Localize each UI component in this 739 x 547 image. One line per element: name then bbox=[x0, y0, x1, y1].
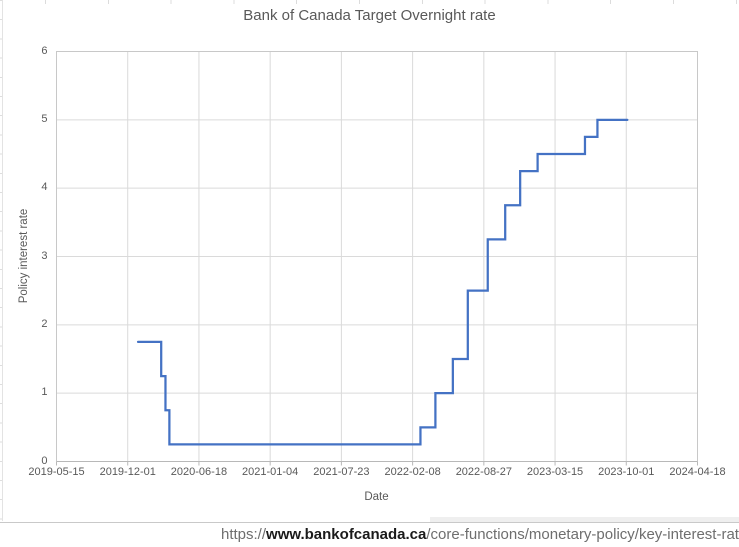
url-domain: www.bankofcanada.ca bbox=[266, 526, 427, 543]
x-tick-label: 2023-10-01 bbox=[598, 466, 655, 478]
y-tick-label: 2 bbox=[41, 317, 48, 330]
y-tick-label: 1 bbox=[41, 386, 48, 399]
x-tick-label: 2022-08-27 bbox=[455, 466, 512, 478]
source-url-cell[interactable]: https://www.bankofcanada.ca/core-functio… bbox=[0, 522, 739, 547]
chart-bottom-shadow bbox=[430, 517, 739, 522]
y-tick-label: 3 bbox=[41, 249, 48, 262]
rate-step-line bbox=[136, 118, 629, 446]
chart-title: Bank of Canada Target Overnight rate bbox=[243, 7, 496, 24]
x-tick-label: 2019-12-01 bbox=[99, 466, 156, 478]
x-tick-label: 2021-07-23 bbox=[313, 466, 370, 478]
spreadsheet-column-gridlines bbox=[0, 0, 739, 4]
x-tick-label: 2023-03-15 bbox=[526, 466, 584, 478]
url-path: /core-functions/monetary-policy/key-inte… bbox=[426, 526, 739, 543]
x-tick-label: 2024-04-18 bbox=[669, 466, 726, 478]
x-tick-label: 2022-02-08 bbox=[384, 466, 441, 478]
x-tick-label: 2020-06-18 bbox=[170, 466, 228, 478]
overnight-rate-chart: Bank of Canada Target Overnight rate Pol… bbox=[18, 7, 726, 503]
y-tick-label: 5 bbox=[41, 112, 48, 125]
x-tick-label: 2021-01-04 bbox=[242, 466, 299, 478]
plot-area bbox=[56, 51, 698, 466]
x-axis-title: Date bbox=[364, 491, 389, 503]
url-prefix: https:// bbox=[221, 526, 267, 543]
spreadsheet-row-gridlines bbox=[0, 0, 3, 521]
y-tick-label: 0 bbox=[41, 454, 48, 467]
x-tick-label: 2019-05-15 bbox=[28, 466, 85, 478]
spreadsheet-column-border bbox=[2, 0, 3, 521]
y-tick-label: 4 bbox=[41, 181, 48, 194]
y-tick-label: 6 bbox=[41, 44, 48, 57]
